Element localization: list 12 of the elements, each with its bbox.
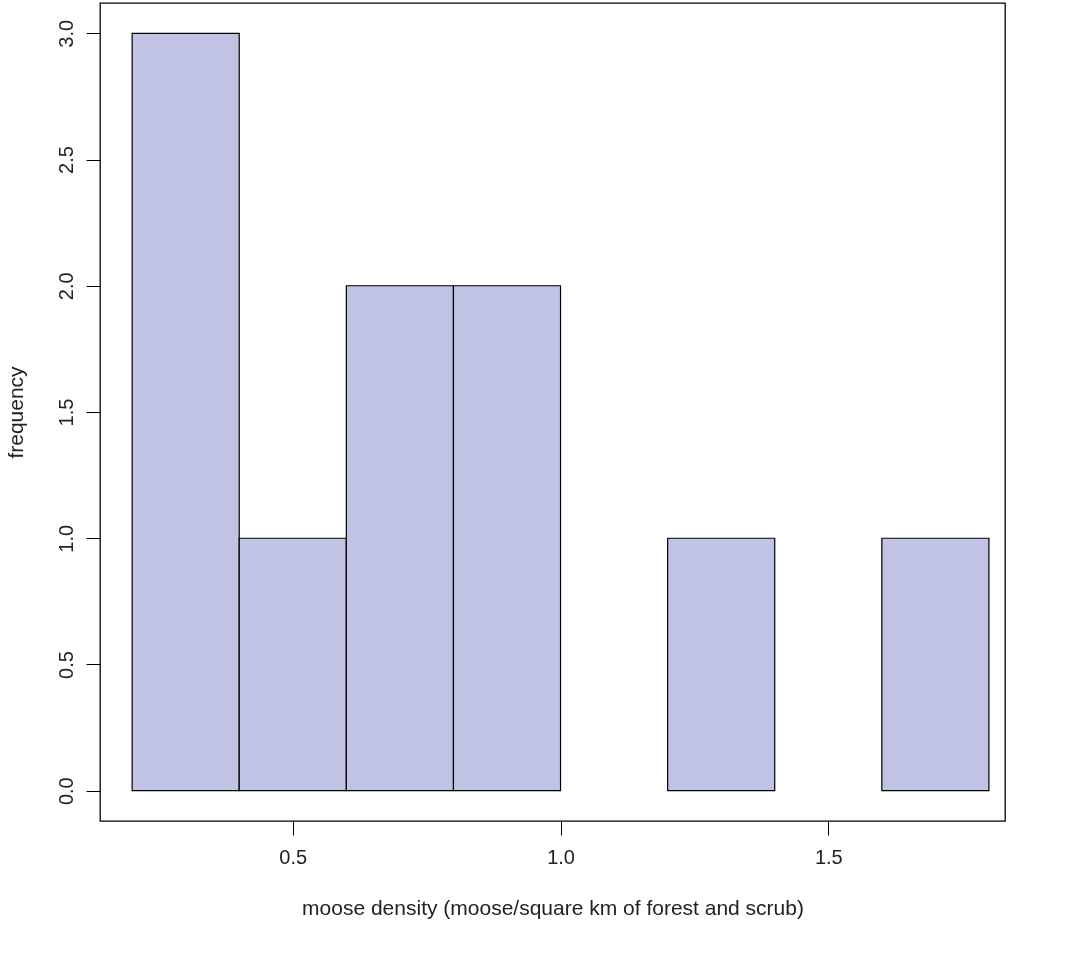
x-tick-label: 1.5 <box>814 845 843 868</box>
y-tick-label: 1.5 <box>54 398 77 427</box>
y-tick-label: 2.0 <box>54 272 77 301</box>
x-axis-title: moose density (moose/square km of forest and scrub) <box>302 895 804 919</box>
y-tick-label: 0.0 <box>54 777 77 806</box>
y-tick-label: 1.0 <box>54 524 77 553</box>
y-tick-label: 2.5 <box>54 146 77 174</box>
x-tick-label: 0.5 <box>279 845 308 868</box>
y-tick-label: 0.5 <box>54 651 77 679</box>
y-tick-label: 3.0 <box>54 19 77 48</box>
y-axis-title: frequency <box>3 365 27 459</box>
x-tick-label: 1.0 <box>547 845 575 868</box>
